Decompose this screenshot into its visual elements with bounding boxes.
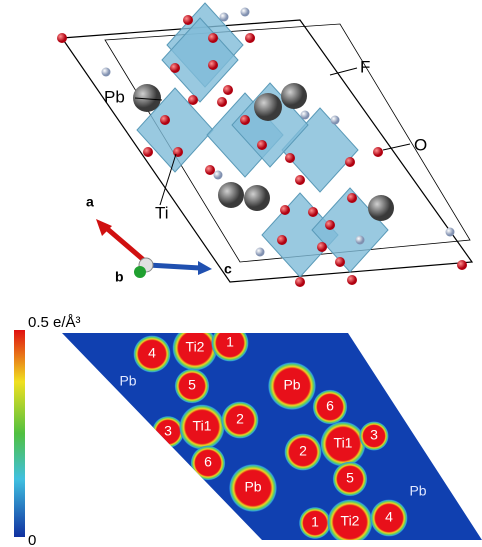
atom-label: Pb [283, 377, 300, 393]
atom-label: Ti2 [186, 339, 205, 355]
axis-a: a [86, 194, 94, 210]
atom-label: 1 [226, 334, 234, 350]
f-atom [220, 13, 229, 22]
o-atom [223, 85, 233, 95]
o-atom [308, 207, 318, 217]
o-atom [188, 95, 198, 105]
o-atom [457, 260, 467, 270]
pointer [330, 68, 357, 75]
f-atom [331, 116, 340, 125]
colorbar [14, 330, 25, 537]
axis-c: c [224, 261, 232, 277]
o-atom [208, 33, 218, 43]
colorbar-min: 0 [28, 532, 36, 547]
atom-label: 4 [148, 345, 156, 361]
density-map: 4 Ti2 1 Pb 5 Pb 6 3 Ti1 2 6 Pb 2 Ti1 3 5 Pb 1 Ti2 4 [62, 324, 482, 545]
f-atom [241, 8, 250, 17]
label-o: O [414, 135, 427, 154]
o-atom [245, 33, 255, 43]
pb-atom [368, 195, 394, 221]
label-pb: Pb [104, 87, 125, 106]
pb-atom [254, 93, 282, 121]
o-atom [280, 205, 290, 215]
pointer [383, 144, 410, 150]
atom-label: 1 [311, 514, 319, 530]
o-atom [240, 115, 250, 125]
o-atom [183, 15, 193, 25]
atom-label: 5 [346, 470, 354, 486]
f-atom [256, 248, 265, 257]
atom-label: 5 [188, 377, 196, 393]
f-atom [102, 68, 111, 77]
axis-b: b [115, 269, 124, 285]
o-atom [345, 157, 355, 167]
o-atom [347, 193, 357, 203]
atom-label: Ti1 [193, 418, 212, 434]
o-atom [325, 220, 335, 230]
atom-label: 3 [370, 427, 378, 443]
o-atom [257, 140, 267, 150]
atom-label: Pb [244, 479, 261, 495]
o-atom [347, 275, 357, 285]
o-atom [143, 147, 153, 157]
colorbar-max: 0.5 e/Å³ [28, 314, 81, 331]
figure: Pb F O Ti a b c 0.5 e/Å³ 0 4 Ti2 1 Pb 5 Pb 6 3 T… [0, 0, 482, 547]
atom-label: Pb [119, 373, 136, 389]
o-atom [373, 147, 383, 157]
axes-triad [96, 219, 212, 278]
atom-label: 2 [299, 443, 307, 459]
atom-label: 6 [326, 398, 334, 414]
atom-label: Pb [409, 483, 426, 499]
o-atom [295, 175, 305, 185]
label-ti: Ti [155, 203, 169, 222]
o-atom [173, 147, 183, 157]
crystal-structure [57, 3, 472, 287]
atom-label: Ti1 [334, 435, 353, 451]
o-atom [277, 235, 287, 245]
atom-label: 6 [204, 454, 212, 470]
o-atom [317, 242, 327, 252]
f-atom [446, 228, 455, 237]
pb-atom [218, 182, 244, 208]
f-atom [356, 236, 365, 245]
o-atom [170, 63, 180, 73]
label-f: F [360, 57, 370, 76]
pb-atom [244, 185, 270, 211]
o-atom [285, 153, 295, 163]
atom-label: 3 [164, 423, 172, 439]
atom-label: Ti2 [341, 513, 360, 529]
o-atom [160, 115, 170, 125]
o-atom [295, 277, 305, 287]
o-atom [217, 97, 227, 107]
atom-label: 4 [385, 509, 393, 525]
o-atom [335, 257, 345, 267]
o-atom [57, 33, 67, 43]
f-atom [214, 171, 223, 180]
f-atom [301, 111, 310, 120]
atom-label: 2 [236, 411, 244, 427]
pb-atom [281, 83, 307, 109]
o-atom [205, 165, 215, 175]
o-atom [208, 60, 218, 70]
